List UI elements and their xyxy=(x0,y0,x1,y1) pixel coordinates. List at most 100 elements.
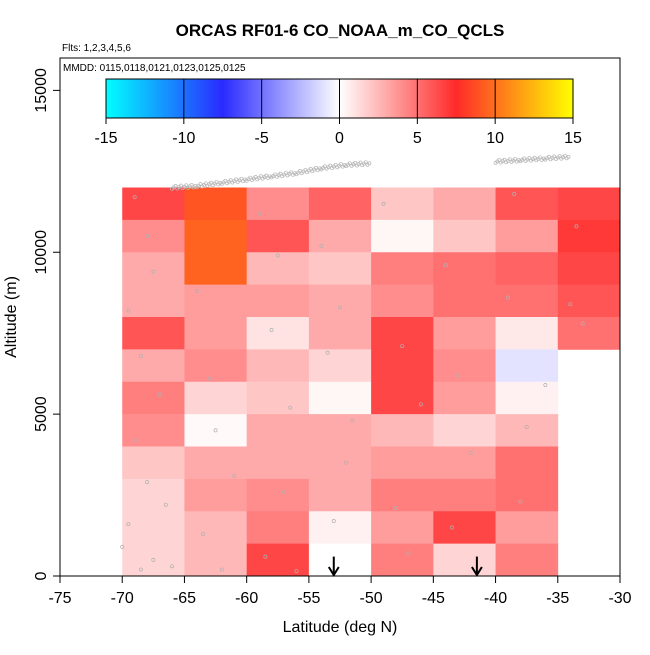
heatmap-cell xyxy=(246,414,310,447)
heatmap-cell xyxy=(184,284,248,318)
sample-point xyxy=(294,569,299,574)
heatmap-cell xyxy=(433,317,496,350)
heatmap-cell xyxy=(495,252,559,286)
heatmap-cell xyxy=(371,446,434,480)
heatmap-cell xyxy=(371,543,434,577)
heatmap-cell xyxy=(308,219,372,253)
heatmap-cell xyxy=(433,187,496,221)
y-tick-label: 10000 xyxy=(33,230,50,275)
heatmap-cell xyxy=(184,252,248,286)
flight-track-point xyxy=(173,184,178,188)
heatmap-cell xyxy=(433,478,496,512)
heatmap-cell xyxy=(246,252,310,286)
sample-point xyxy=(443,263,448,268)
x-tick-label: -70 xyxy=(111,590,134,607)
heatmap-cell xyxy=(184,349,248,383)
flight-track-point xyxy=(562,153,567,158)
heatmap-cell xyxy=(495,317,559,350)
heatmap-cell xyxy=(122,511,185,545)
sample-point xyxy=(219,567,224,572)
flight-track-point xyxy=(538,155,542,160)
sample-point xyxy=(338,305,342,310)
heatmap-cell xyxy=(184,414,248,447)
heatmap-cell xyxy=(495,511,559,545)
heatmap-cell xyxy=(557,219,621,253)
heatmap-cell xyxy=(495,284,559,318)
heatmap-cell xyxy=(433,284,496,318)
heatmap-cell xyxy=(122,219,185,253)
heatmap-cell xyxy=(495,446,559,480)
sample-point xyxy=(350,418,355,423)
flight-track-point xyxy=(507,157,512,162)
heatmap-cell xyxy=(184,381,248,415)
flight-track-point xyxy=(347,161,352,166)
y-tick-label: 5000 xyxy=(33,396,50,432)
flight-track-point xyxy=(358,160,363,165)
flight-track-point xyxy=(363,160,368,165)
heatmap-cell xyxy=(184,446,248,480)
colorbar-tick-label: 15 xyxy=(564,130,582,147)
heatmap-cell xyxy=(246,349,310,383)
heatmap-cell xyxy=(308,284,372,318)
chart-title: ORCAS RF01-6 CO_NOAA_m_CO_QCLS xyxy=(176,21,505,40)
heatmap-cell xyxy=(246,317,310,350)
heatmap-cell xyxy=(246,446,310,480)
heatmap-cell xyxy=(246,284,310,318)
sample-point xyxy=(400,344,405,349)
sample-point xyxy=(138,353,143,358)
sample-point xyxy=(263,554,268,559)
sample-point xyxy=(450,525,454,530)
sample-point xyxy=(468,451,473,455)
heatmap-cell xyxy=(122,543,185,577)
heatmap-cell xyxy=(371,478,434,512)
sample-point xyxy=(257,211,262,216)
heatmap-cell xyxy=(371,381,434,415)
arrow-head xyxy=(471,566,483,577)
flight-track-point xyxy=(353,161,358,165)
sample-point xyxy=(138,567,143,572)
heatmap-cell xyxy=(122,252,185,286)
colorbar-tick-label: 10 xyxy=(486,130,504,147)
x-tick-label: -45 xyxy=(422,590,445,607)
flight-track-point xyxy=(527,156,532,161)
heatmap-cell xyxy=(184,219,248,253)
sample-point xyxy=(282,489,286,494)
sample-point xyxy=(394,506,398,510)
heatmap-cell xyxy=(308,414,372,447)
heatmap-cell xyxy=(495,414,559,447)
colorbar-tick-label: -5 xyxy=(255,130,269,147)
x-axis: -75 -70 -65 -60 -55 -50 -45 -40 -35 -30 xyxy=(48,576,632,607)
heatmap-cell xyxy=(495,543,559,577)
heatmap-cell xyxy=(371,511,434,545)
heatmap-cell xyxy=(495,349,559,383)
heatmap-cell xyxy=(308,511,372,545)
sample-point xyxy=(132,195,137,200)
heatmap-cell xyxy=(557,317,621,350)
heatmap-cell xyxy=(495,219,559,253)
y-axis: 0 5000 10000 15000 xyxy=(33,68,60,580)
heatmap-cell xyxy=(557,252,621,286)
heatmap-cell xyxy=(433,219,496,253)
sample-point xyxy=(344,460,349,465)
heatmap-cell xyxy=(495,478,559,512)
sample-point xyxy=(126,522,131,527)
flight-track-point xyxy=(522,156,526,161)
heatmap-cell xyxy=(184,543,248,577)
heatmap-cell xyxy=(371,414,434,447)
heatmap-cell xyxy=(122,478,185,512)
sample-point xyxy=(331,519,336,523)
sample-point xyxy=(232,473,237,478)
heatmap-cell xyxy=(433,446,496,480)
colorbar-tick-label: -10 xyxy=(172,130,195,147)
heatmap-cell xyxy=(308,381,372,415)
heatmap-cells xyxy=(122,187,621,577)
heatmap-cell xyxy=(433,349,496,383)
sample-point xyxy=(568,302,573,306)
sample-point xyxy=(406,551,411,556)
flight-track-points xyxy=(170,153,571,191)
sample-point xyxy=(213,428,218,433)
heatmap-cell xyxy=(246,511,310,545)
heatmap-cell xyxy=(495,187,559,221)
heatmap-cell xyxy=(308,478,372,512)
sample-point xyxy=(194,289,199,294)
